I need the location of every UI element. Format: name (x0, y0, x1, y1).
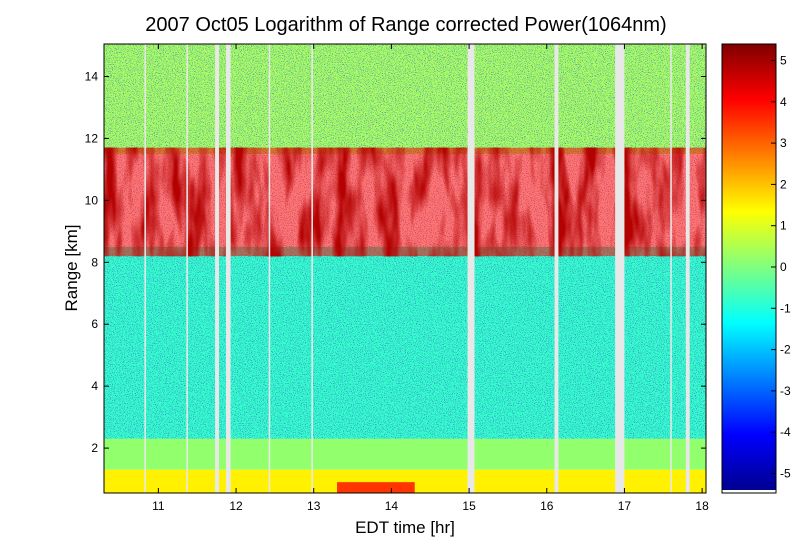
y-tick-label: 4 (91, 379, 98, 393)
data-gap (467, 44, 475, 493)
heatmap-image (104, 44, 706, 493)
y-tick-label: 10 (85, 193, 99, 207)
data-gap (215, 44, 219, 493)
x-tick-label: 12 (229, 499, 243, 513)
y-tick-label: 14 (85, 70, 99, 84)
colorbar-tick-label: 5 (780, 54, 787, 68)
x-tick-label: 17 (618, 499, 632, 513)
colorbar: -5 -4 -3 -2 -1 0 1 2 3 4 5 (721, 43, 791, 494)
colorbar-tick-label: 1 (780, 219, 787, 233)
noise-speckle-upper (104, 44, 706, 154)
y-axis-label: Range [km] (62, 225, 81, 312)
data-gap (670, 44, 672, 493)
data-gap (186, 44, 188, 493)
colorbar-tick-label: -4 (780, 425, 791, 439)
x-tick-label: 15 (462, 499, 476, 513)
x-tick-label: 13 (307, 499, 321, 513)
colorbar-tick-label: 3 (780, 136, 787, 150)
colorbar-tick-label: -5 (780, 466, 791, 480)
data-gap (268, 44, 271, 493)
colorbar-frame (721, 43, 777, 494)
y-tick-label: 6 (91, 317, 98, 331)
plot-frame (103, 43, 707, 494)
colorbar-gradient (722, 44, 776, 490)
data-gap (311, 44, 313, 493)
colorbar-axis: -5 -4 -3 -2 -1 0 1 2 3 4 5 (771, 54, 791, 480)
x-tick-label: 18 (695, 499, 709, 513)
chart-title: 2007 Oct05 Logarithm of Range corrected … (145, 14, 666, 36)
colorbar-tick-label: 0 (780, 260, 787, 274)
data-gap (685, 44, 690, 493)
residual-layer-band (104, 438, 706, 470)
y-axis: 2 4 6 8 10 12 14 (85, 70, 706, 455)
data-gap (615, 44, 625, 493)
x-axis-label: EDT time [hr] (355, 518, 455, 537)
y-tick-label: 2 (91, 441, 98, 455)
surface-aerosol-peak (337, 482, 415, 493)
data-gap (554, 44, 559, 493)
y-tick-label: 8 (91, 255, 98, 269)
colorbar-tick-label: -3 (780, 384, 791, 398)
cirrus-streaks (104, 147, 706, 257)
data-gap (144, 44, 146, 493)
x-tick-label: 11 (152, 499, 165, 513)
y-tick-label: 12 (85, 131, 99, 145)
x-axis: 11 12 13 14 15 16 17 18 (152, 44, 709, 513)
x-tick-label: 14 (385, 499, 399, 513)
plot-area: 11 12 13 14 15 16 17 18 2 4 6 8 10 12 14 (85, 43, 709, 513)
colorbar-tick-label: 4 (780, 95, 787, 109)
data-gap (225, 44, 231, 493)
x-tick-label: 16 (540, 499, 554, 513)
colorbar-tick-label: -1 (780, 301, 791, 315)
colorbar-tick-label: -2 (780, 343, 791, 357)
colorbar-tick-label: 2 (780, 177, 787, 191)
